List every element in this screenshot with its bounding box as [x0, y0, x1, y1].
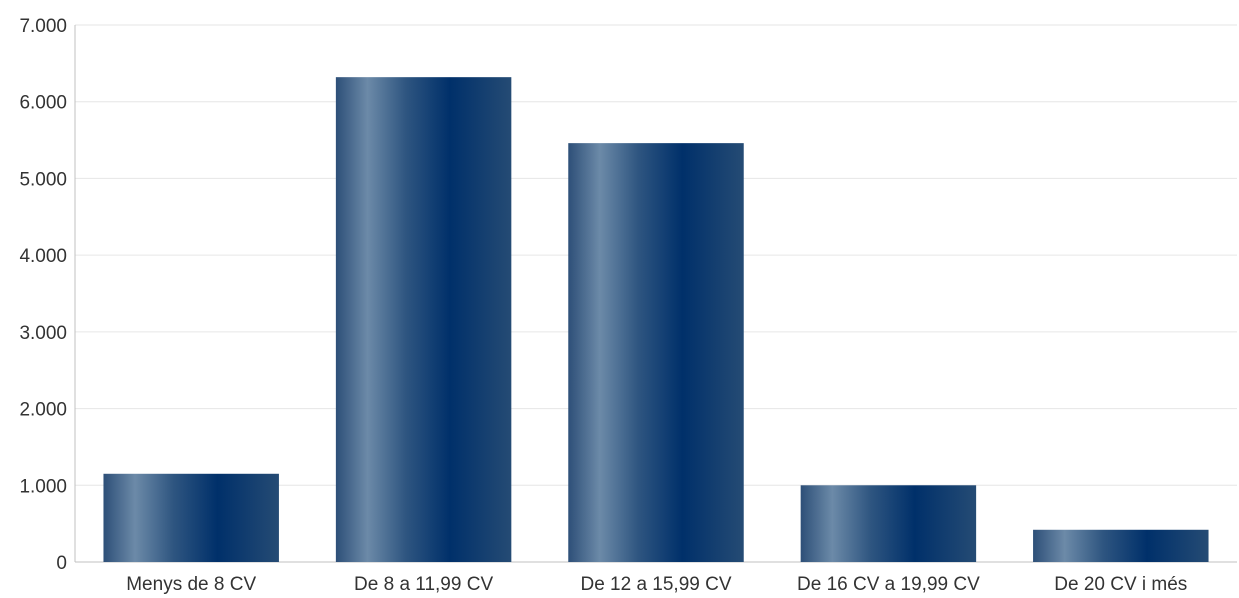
y-tick-label: 7.000 [19, 16, 67, 37]
y-axis-tick-labels: 0 1.000 2.000 3.000 4.000 5.000 6.000 7.000 [19, 16, 67, 574]
x-category-label: Menys de 8 CV [126, 574, 256, 595]
y-tick-label: 4.000 [19, 246, 67, 267]
bar [335, 77, 512, 562]
x-category-label: De 8 a 11,99 CV [354, 574, 493, 595]
bar [103, 473, 279, 562]
bars [103, 77, 1209, 562]
y-tick-label: 2.000 [19, 400, 67, 421]
bar [1033, 529, 1209, 562]
y-tick-label: 3.000 [19, 323, 67, 344]
x-category-label: De 20 CV i més [1054, 574, 1187, 595]
y-tick-label: 5.000 [19, 169, 67, 190]
bar [568, 143, 744, 562]
bar [800, 485, 977, 562]
y-tick-label: 6.000 [19, 93, 67, 114]
x-category-label: De 12 a 15,99 CV [580, 574, 731, 595]
y-tick-label: 0 [56, 553, 67, 574]
x-axis-category-labels: Menys de 8 CV De 8 a 11,99 CV De 12 a 15,9… [126, 574, 1187, 595]
x-category-label: De 16 CV a 19,99 CV [797, 574, 980, 595]
y-tick-label: 1.000 [19, 476, 67, 497]
